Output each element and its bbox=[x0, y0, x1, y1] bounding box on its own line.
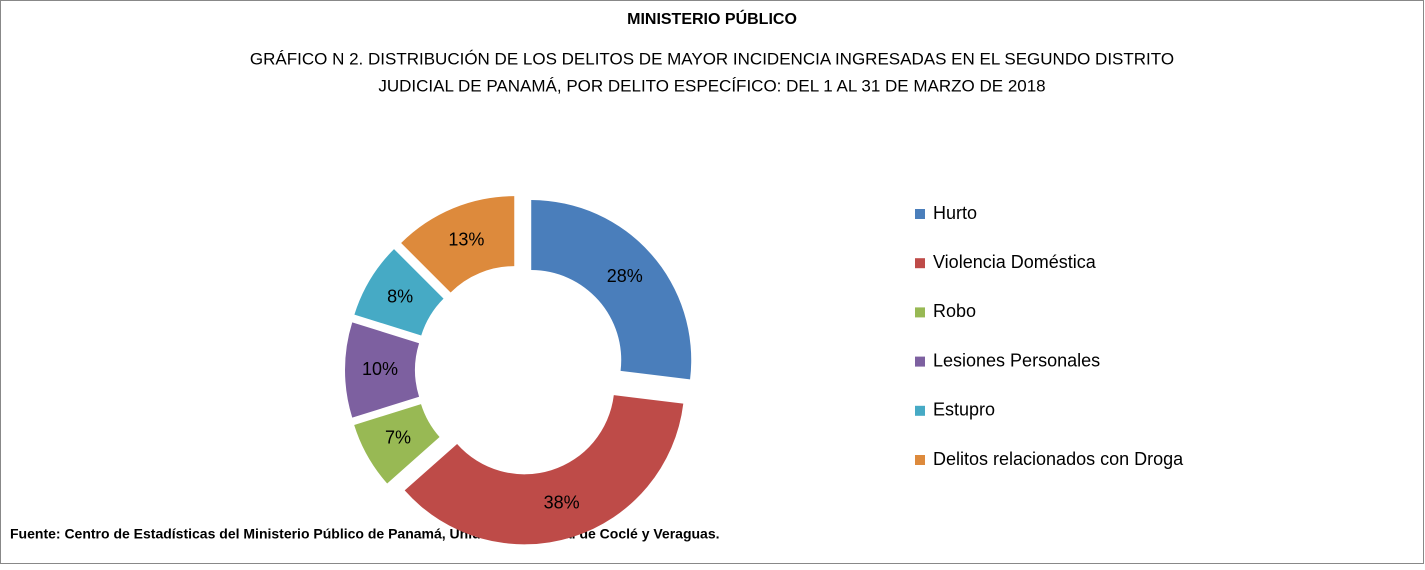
data-label: 10% bbox=[362, 359, 398, 379]
data-label: 38% bbox=[544, 492, 580, 512]
source-note: Fuente: Centro de Estadísticas del Minis… bbox=[10, 526, 720, 542]
data-label: 8% bbox=[387, 286, 413, 306]
legend-swatch bbox=[915, 405, 925, 416]
donut-slice bbox=[404, 395, 684, 545]
legend-swatch bbox=[915, 307, 925, 318]
donut-slice bbox=[345, 322, 420, 418]
donut-slice bbox=[531, 200, 692, 380]
legend-label: Hurto bbox=[933, 203, 977, 223]
data-label: 7% bbox=[385, 428, 411, 448]
legend-swatch bbox=[915, 258, 925, 269]
legend-label: Robo bbox=[933, 301, 976, 321]
legend-swatch bbox=[915, 356, 925, 367]
chart-title: MINISTERIO PÚBLICO bbox=[627, 9, 797, 28]
chart-subtitle: GRÁFICO N 2. DISTRIBUCIÓN DE LOS DELITOS… bbox=[250, 49, 1174, 68]
donut-slice bbox=[354, 249, 444, 336]
legend-swatch bbox=[915, 455, 925, 465]
donut-slice bbox=[401, 196, 515, 293]
legend-label: Estupro bbox=[933, 400, 995, 420]
chart-subtitle: JUDICIAL DE PANAMÁ, POR DELITO ESPECÍFIC… bbox=[378, 76, 1045, 95]
legend-label: Violencia Doméstica bbox=[933, 252, 1097, 272]
legend-swatch bbox=[915, 209, 925, 219]
legend-label: Delitos relacionados con Droga bbox=[933, 449, 1184, 469]
legend-label: Lesiones Personales bbox=[933, 350, 1100, 370]
data-label: 28% bbox=[607, 266, 643, 286]
data-label: 13% bbox=[448, 229, 484, 249]
donut-slice bbox=[354, 404, 440, 484]
